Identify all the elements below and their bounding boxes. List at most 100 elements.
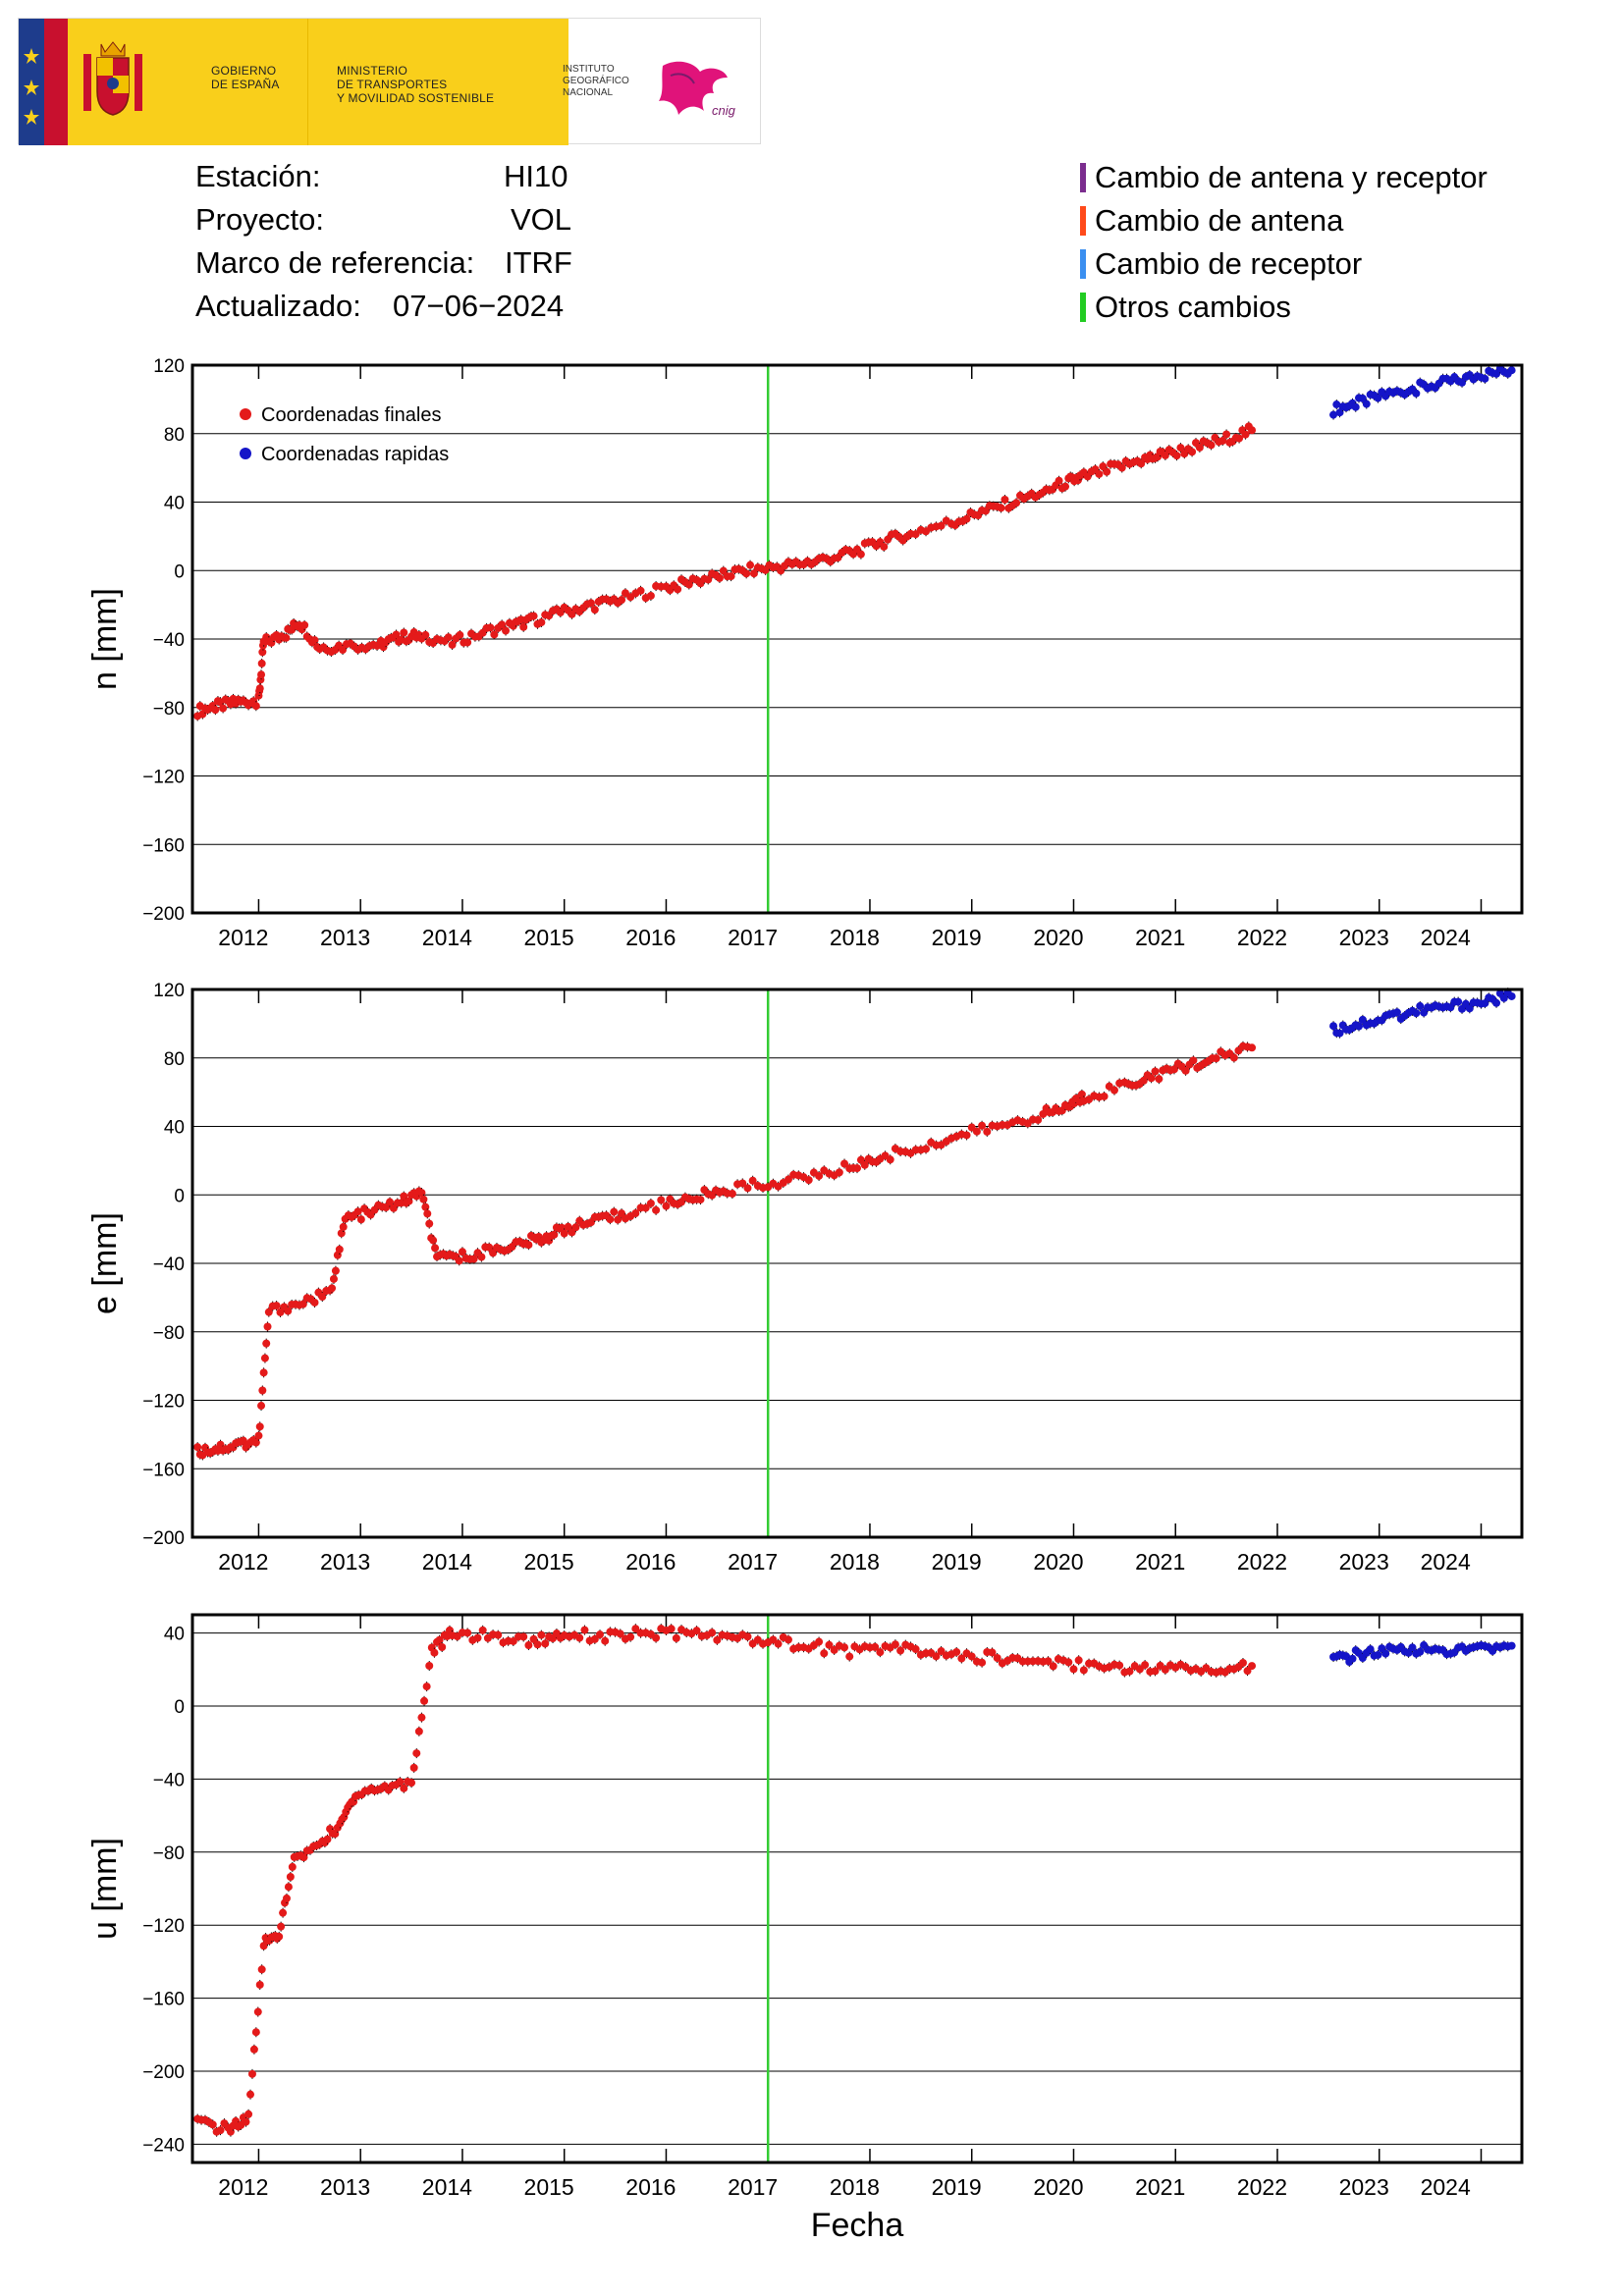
frame-label: Marco de referencia:	[195, 245, 475, 280]
final-point	[350, 642, 358, 651]
final-point	[253, 2007, 262, 2016]
final-point	[351, 1210, 359, 1219]
final-point	[360, 1787, 369, 1795]
final-point	[564, 1222, 572, 1231]
rapid-point	[1362, 1648, 1371, 1657]
x-tick-label: 2021	[1135, 2174, 1185, 2200]
final-point	[799, 1173, 808, 1182]
final-point	[524, 614, 533, 622]
final-point	[396, 1778, 405, 1787]
rapid-point	[1465, 1644, 1474, 1653]
final-point	[853, 545, 861, 554]
rapid-point	[1396, 1014, 1405, 1023]
final-point	[1035, 491, 1044, 500]
rapid-point	[1469, 375, 1478, 384]
final-point	[212, 2127, 221, 2136]
final-point	[853, 1164, 861, 1173]
final-point	[927, 523, 936, 532]
final-point	[558, 1223, 567, 1232]
final-point	[1085, 1659, 1094, 1668]
final-point	[616, 1629, 624, 1638]
final-point	[286, 625, 295, 634]
final-point	[234, 695, 243, 704]
final-point	[728, 1190, 736, 1199]
final-point	[310, 636, 319, 645]
final-point	[1199, 437, 1208, 446]
final-point	[315, 1840, 324, 1848]
final-point	[1090, 1659, 1099, 1668]
y-tick-label: −40	[153, 630, 185, 651]
final-point	[499, 1638, 508, 1647]
final-point	[545, 1236, 554, 1245]
final-point	[787, 560, 796, 568]
rapid-point	[1338, 402, 1347, 411]
final-point	[586, 1218, 595, 1227]
change-legend-swatch	[1080, 293, 1086, 322]
final-point	[1156, 447, 1164, 455]
final-point	[579, 604, 588, 613]
x-tick-label: 2020	[1033, 925, 1083, 950]
rapid-point	[1378, 1016, 1386, 1025]
final-point	[590, 1634, 599, 1643]
final-point	[259, 1368, 268, 1377]
rapid-point	[1392, 387, 1401, 396]
final-point	[1151, 1667, 1160, 1676]
final-point	[602, 595, 611, 604]
final-point	[571, 1223, 580, 1232]
final-point	[257, 1402, 266, 1411]
final-point	[804, 1176, 813, 1185]
final-point	[386, 1198, 395, 1206]
rapid-point	[1358, 1015, 1367, 1024]
final-point	[272, 631, 281, 640]
final-point	[826, 558, 835, 566]
legend-final-marker	[240, 408, 251, 420]
final-point	[840, 1643, 849, 1652]
final-point	[662, 1201, 671, 1210]
final-point	[636, 586, 645, 595]
final-point	[957, 1130, 966, 1139]
y-tick-label: −200	[142, 1528, 185, 1549]
final-point	[384, 635, 393, 644]
final-point	[753, 563, 762, 572]
final-point	[759, 1639, 768, 1648]
final-point	[579, 1220, 588, 1229]
final-point	[327, 647, 336, 656]
final-point	[666, 1195, 675, 1203]
final-point	[549, 1633, 558, 1642]
final-point	[436, 1251, 445, 1259]
final-point	[456, 630, 464, 639]
station-value: HI10	[504, 159, 568, 193]
rapid-point	[1420, 1641, 1429, 1650]
final-point	[350, 1797, 358, 1806]
final-point	[688, 1196, 697, 1204]
final-point	[978, 507, 987, 515]
final-point	[302, 632, 311, 641]
final-point	[374, 1201, 383, 1209]
rapid-point	[1465, 370, 1474, 379]
final-point	[687, 1629, 696, 1638]
final-point	[1124, 1080, 1133, 1089]
rapid-point	[1477, 373, 1486, 382]
final-point	[193, 2114, 202, 2123]
rapid-point	[1427, 1646, 1435, 1655]
final-point	[1077, 1090, 1086, 1098]
rapid-point	[1424, 1645, 1433, 1654]
final-point	[1039, 1109, 1048, 1118]
final-point	[1105, 1663, 1113, 1672]
final-point	[257, 670, 266, 679]
y-axis-label: e [mm]	[86, 1212, 124, 1314]
final-point	[442, 1252, 451, 1260]
rapid-point	[1374, 394, 1382, 402]
final-point	[947, 1134, 955, 1143]
final-point	[618, 1209, 626, 1218]
final-point	[537, 618, 546, 627]
x-tick-label: 2013	[320, 2174, 370, 2200]
final-point	[876, 1154, 885, 1163]
final-point	[860, 1642, 869, 1651]
final-point	[502, 626, 511, 635]
final-point	[957, 1654, 966, 1663]
rapid-point	[1458, 1642, 1467, 1651]
final-point	[539, 1236, 548, 1245]
final-point	[868, 1157, 877, 1166]
final-point	[962, 514, 971, 523]
